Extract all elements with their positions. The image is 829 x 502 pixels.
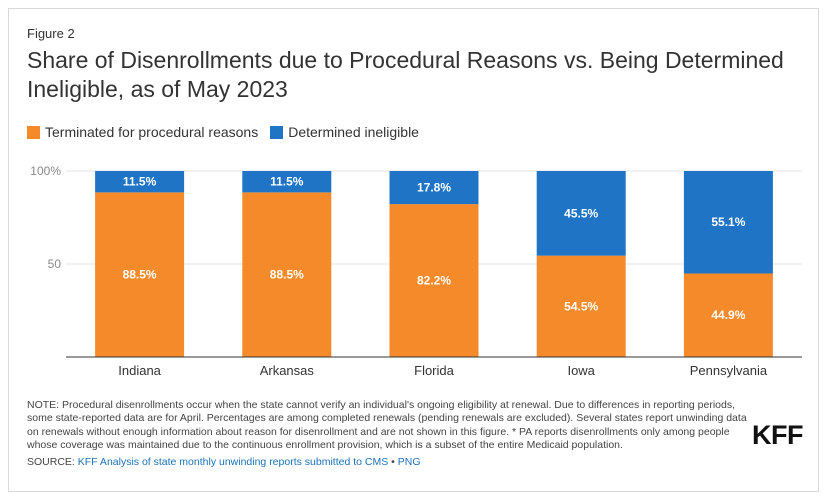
bar-segment-procedural [683,273,773,357]
legend-swatch-ineligible [270,125,284,139]
legend-item-procedural[interactable]: Terminated for procedural reasons [27,124,258,140]
source-prefix: SOURCE: [27,456,78,468]
png-download-link[interactable]: PNG [397,456,421,468]
data-label: 54.5% [564,299,598,313]
legend-swatch-procedural [27,125,40,139]
legend-label-procedural: Terminated for procedural reasons [45,124,259,140]
bar-segment-procedural [536,255,626,357]
figure-label: Figure 2 [27,26,75,41]
x-tick-label: Indiana [118,363,161,378]
chart-legend: Terminated for procedural reasons Determ… [27,124,431,140]
source-link[interactable]: KFF Analysis of state monthly unwinding … [77,456,389,468]
data-label: 45.5% [564,206,598,220]
bar-segment-ineligible [242,171,332,193]
data-label: 17.8% [417,181,451,195]
kff-logo: KFF [752,420,803,450]
data-label: 11.5% [123,175,157,189]
stacked-bar-chart: 100% 50 88.5% 11.5% Indiana 88.5% 11.5% Arkansa… [30,164,802,378]
y-tick-label: 100% [30,164,61,178]
data-label: 11.5% [270,175,304,189]
x-tick-label: Arkansas [260,363,315,378]
chart-note: NOTE: Procedural disenrollments occur wh… [27,399,747,452]
bar-segment-procedural [389,204,479,357]
source-separator: • [388,456,398,468]
source-line: SOURCE: KFF Analysis of state monthly un… [27,456,421,468]
legend-item-ineligible[interactable]: Determined ineligible [270,124,419,140]
data-label: 88.5% [270,268,304,282]
x-tick-label: Florida [414,363,455,378]
x-tick-label: Pennsylvania [690,363,768,378]
y-tick-label: 50 [48,257,62,271]
bar-segment-ineligible [536,171,626,256]
bar-segment-procedural [242,192,332,357]
bar-segment-procedural [95,192,185,357]
chart-title: Share of Disenrollments due to Procedura… [27,47,784,102]
data-label: 82.2% [417,274,451,288]
x-tick-label: Iowa [567,363,595,378]
legend-label-ineligible: Determined ineligible [288,124,419,140]
bar-segment-ineligible [389,171,479,205]
data-label: 44.9% [711,308,745,322]
data-label: 88.5% [123,268,157,282]
bar-segment-ineligible [95,171,185,193]
bar-segment-ineligible [683,171,773,274]
data-label: 55.1% [711,215,745,229]
